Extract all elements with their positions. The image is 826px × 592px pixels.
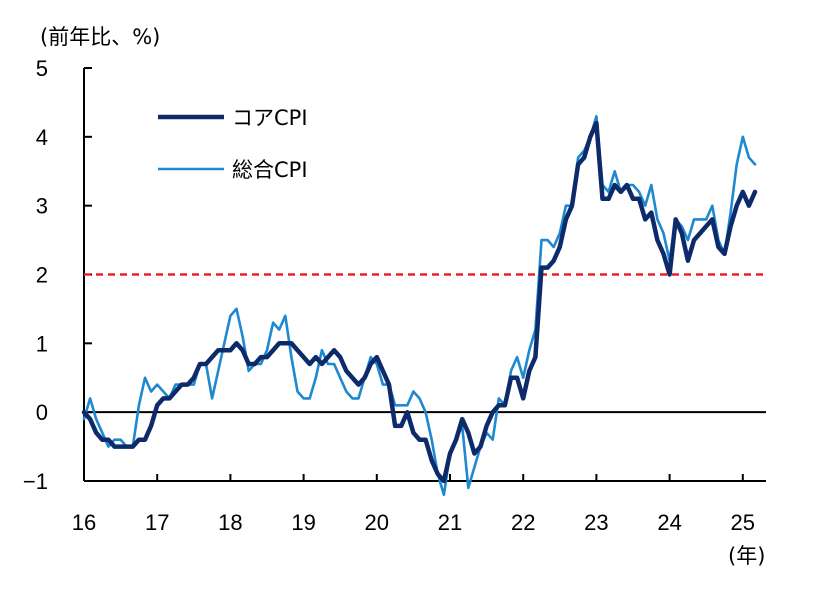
x-tick-label: 17	[145, 510, 169, 535]
y-axis-unit-label: (前年比、%)	[40, 25, 160, 49]
y-tick-label: 2	[36, 263, 48, 288]
x-axis: 16 17 18 19 20 21 22 23 24 25	[72, 474, 766, 535]
plot-area	[81, 114, 766, 497]
x-tick-label: 25	[731, 510, 755, 535]
y-tick-label: 4	[36, 125, 48, 150]
x-tick-label: 16	[72, 510, 96, 535]
y-tick-label: −1	[23, 469, 48, 494]
x-tick-label: 23	[584, 510, 608, 535]
x-tick-label: 24	[657, 510, 681, 535]
x-tick-label: 19	[291, 510, 315, 535]
x-tick-label: 21	[438, 510, 462, 535]
y-axis: −1 0 1 2 3 4 5	[23, 56, 92, 494]
y-tick-label: 1	[36, 331, 48, 356]
y-tick-label: 5	[36, 56, 48, 81]
x-tick-label: 20	[365, 510, 389, 535]
x-tick-label: 22	[511, 510, 535, 535]
x-tick-label: 18	[218, 510, 242, 535]
y-tick-label: 0	[36, 400, 48, 425]
x-axis-unit-label: (年)	[728, 544, 765, 568]
series-line-core-cpi	[81, 120, 758, 484]
legend: コアCPI 総合CPI	[158, 106, 308, 182]
legend-label: 総合CPI	[232, 158, 308, 182]
y-tick-label: 3	[36, 194, 48, 219]
legend-label: コアCPI	[232, 106, 308, 130]
